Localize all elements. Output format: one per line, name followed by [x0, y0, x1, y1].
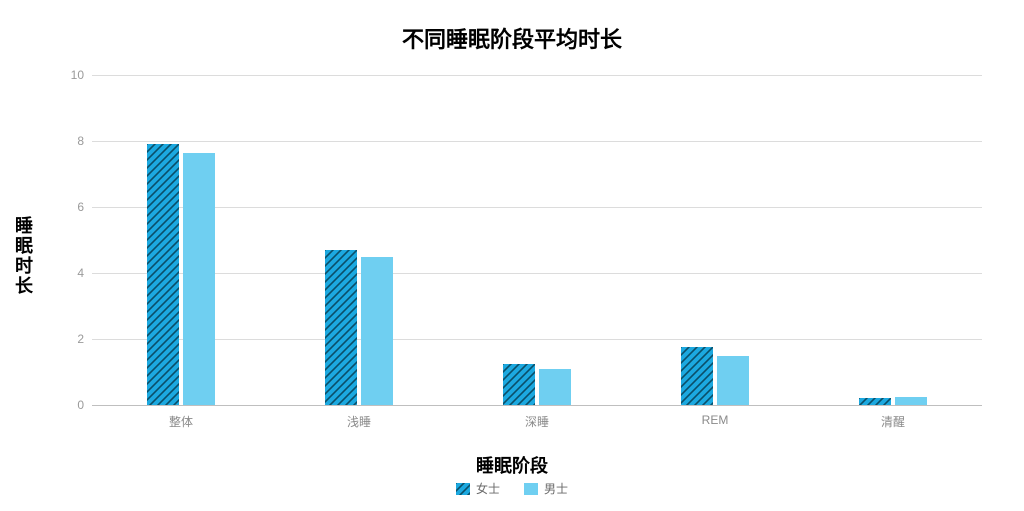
- bar: [895, 397, 927, 405]
- gridline: [92, 207, 982, 208]
- gridline: [92, 141, 982, 142]
- gridline: [92, 75, 982, 76]
- sleep-stage-chart: 不同睡眠阶段平均时长 睡眠时长 0246810整体浅睡深睡REM清醒 睡眠阶段 …: [0, 0, 1024, 511]
- x-tick-label: REM: [702, 405, 729, 427]
- gridline: [92, 339, 982, 340]
- bar: [503, 364, 535, 405]
- x-tick-label: 整体: [169, 405, 193, 430]
- chart-title: 不同睡眠阶段平均时长: [0, 22, 1024, 54]
- gridline: [92, 273, 982, 274]
- y-axis-label: 睡眠时长: [10, 216, 36, 296]
- legend-swatch: [524, 483, 538, 495]
- y-tick-label: 0: [77, 398, 92, 412]
- bar: [681, 347, 713, 405]
- y-tick-label: 8: [77, 134, 92, 148]
- x-tick-label: 清醒: [881, 405, 905, 430]
- x-axis-label: 睡眠阶段: [0, 452, 1024, 478]
- y-tick-label: 10: [71, 68, 92, 82]
- x-tick-label: 浅睡: [347, 405, 371, 430]
- legend-label: 男士: [544, 480, 568, 497]
- bar: [147, 144, 179, 405]
- bar: [859, 398, 891, 405]
- bar: [539, 369, 571, 405]
- bar: [183, 153, 215, 405]
- y-tick-label: 2: [77, 332, 92, 346]
- legend-item: 女士: [456, 480, 500, 497]
- bar: [717, 356, 749, 406]
- legend-swatch: [456, 483, 470, 495]
- legend-label: 女士: [476, 480, 500, 497]
- x-tick-label: 深睡: [525, 405, 549, 430]
- plot-area: 0246810整体浅睡深睡REM清醒: [92, 75, 982, 405]
- y-tick-label: 6: [77, 200, 92, 214]
- legend-item: 男士: [524, 480, 568, 497]
- bar: [325, 250, 357, 405]
- legend: 女士 男士: [0, 480, 1024, 497]
- bar: [361, 257, 393, 406]
- y-tick-label: 4: [77, 266, 92, 280]
